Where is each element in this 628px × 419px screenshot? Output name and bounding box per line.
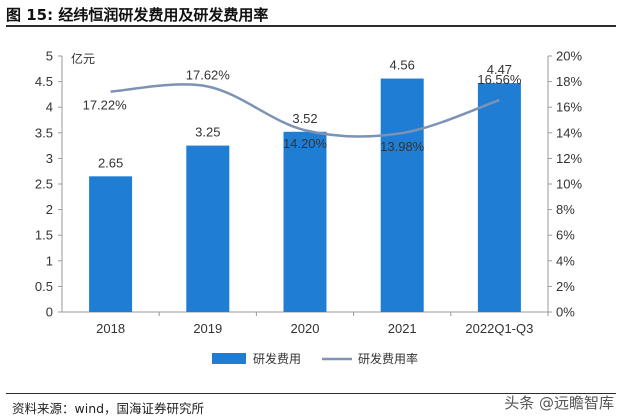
x-tick-label: 2021	[388, 321, 417, 336]
x-tick-label: 2019	[193, 321, 222, 336]
y-tick-label-left: 0.5	[35, 279, 53, 294]
legend-swatch-bar	[212, 353, 246, 364]
y-tick-label-right: 6%	[556, 228, 575, 243]
figure-title-text: 经纬恒润研发费用及研发费用率	[58, 6, 269, 24]
y-tick-label-right: 8%	[556, 202, 575, 217]
line-data-label: 13.98%	[380, 139, 425, 154]
bar-data-label: 4.47	[487, 62, 512, 77]
bar	[477, 83, 521, 312]
chart: 0 0.5 1 1.5 2 2.5 3 3.5 4 4.5 5 0% 2% 4% 6% 8% 10% 12% 14%…	[35, 49, 583, 367]
bar	[380, 78, 424, 312]
y-tick-label-left: 3.5	[35, 125, 53, 140]
y-tick-label-left: 4	[46, 100, 53, 115]
y-tick-label-right: 0%	[556, 305, 575, 320]
y-tick-label-right: 10%	[556, 177, 582, 192]
line-data-label: 17.22%	[83, 98, 128, 113]
x-tick-label: 2018	[96, 321, 125, 336]
bar	[283, 131, 327, 312]
bar-data-label: 2.65	[98, 155, 123, 170]
y-tick-label-left: 0	[46, 305, 53, 320]
line-data-label: 16.56%	[477, 72, 522, 87]
y-tick-label-right: 4%	[556, 253, 575, 268]
legend-label-bar: 研发费用	[253, 351, 301, 366]
bar	[89, 176, 133, 312]
y-tick-label-right: 16%	[556, 100, 582, 115]
line-data-label: 17.62%	[186, 67, 231, 82]
bar-data-label: 4.56	[390, 58, 415, 73]
y-tick-label-left: 4.5	[35, 74, 53, 89]
y-tick-label-right: 20%	[556, 49, 582, 64]
title-divider	[6, 25, 616, 27]
y-tick-label-left: 5	[46, 49, 53, 64]
y-tick-label-right: 14%	[556, 125, 582, 140]
source-divider	[6, 393, 616, 394]
line-data-label: 14.20%	[283, 136, 328, 151]
figure-label: 图 15:	[6, 6, 54, 24]
bar-data-label: 3.52	[292, 111, 317, 126]
y-tick-label-left: 2.5	[35, 177, 53, 192]
y-tick-label-right: 18%	[556, 74, 582, 89]
bar-data-label: 3.25	[195, 125, 220, 140]
y-axis-label: 亿元	[71, 51, 95, 66]
y-tick-label-left: 2	[46, 202, 53, 217]
legend-label-line: 研发费用率	[358, 351, 418, 366]
y-tick-label-left: 3	[46, 151, 53, 166]
watermark: 头条 @远瞻智库	[504, 394, 614, 412]
figure-title: 图 15: 经纬恒润研发费用及研发费用率	[6, 4, 268, 25]
source-note: 资料来源：wind，国海证券研究所	[12, 401, 205, 416]
y-tick-label-right: 2%	[556, 279, 575, 294]
x-tick-label: 2020	[291, 321, 320, 336]
y-tick-label-left: 1	[46, 253, 53, 268]
y-tick-label-left: 1.5	[35, 228, 53, 243]
line-series	[110, 83, 500, 138]
y-tick-label-right: 12%	[556, 151, 582, 166]
x-tick-label: 2022Q1-Q3	[465, 321, 533, 336]
bar	[186, 145, 230, 312]
